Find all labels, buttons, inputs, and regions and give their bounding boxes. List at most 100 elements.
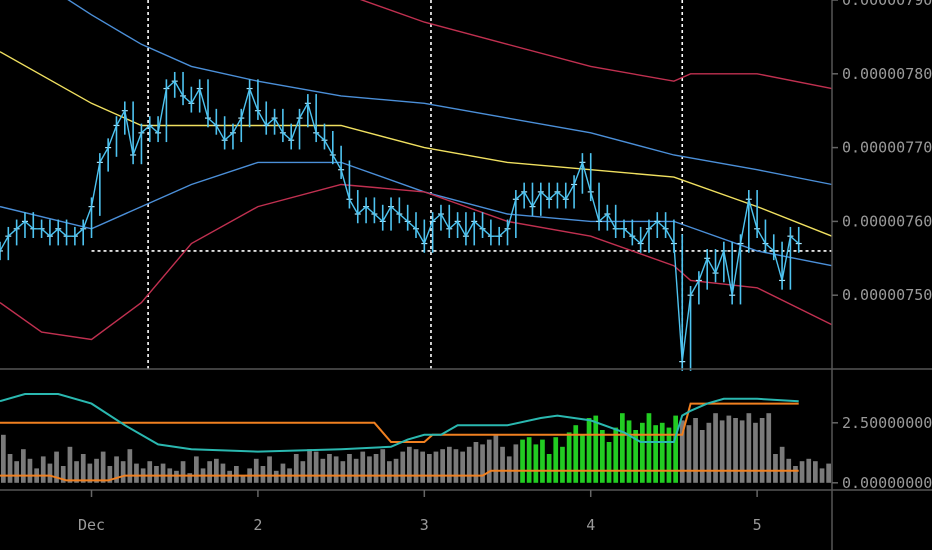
indicator-bar	[453, 449, 459, 483]
indicator-bar	[640, 422, 645, 483]
indicator-bar	[500, 446, 505, 483]
indicator-bar	[473, 442, 479, 483]
indicator-bar	[214, 458, 219, 483]
indicator-bar	[553, 437, 559, 483]
indicator-bar	[40, 456, 46, 483]
indicator-bar	[433, 451, 439, 483]
indicator-bar	[520, 439, 525, 483]
indicator-bar	[580, 434, 585, 483]
indicator-bar	[773, 454, 778, 483]
indicator-bar	[74, 461, 79, 483]
indicator-bar	[280, 463, 286, 483]
indicator-bar	[759, 418, 765, 483]
indicator-bar	[154, 466, 159, 483]
indicator-bar	[793, 466, 798, 483]
price-tick-label-4: 0.00000750	[842, 286, 932, 304]
indicator-bar	[234, 466, 239, 483]
indicator-bar	[699, 430, 705, 483]
indicator-lines	[0, 393, 799, 482]
indicator-bar	[573, 425, 579, 483]
indicator-bar	[160, 463, 166, 483]
indicator-bar	[626, 420, 632, 483]
indicator-bar	[533, 444, 539, 483]
indicator-bar	[14, 461, 19, 483]
indicator-bar	[54, 451, 59, 483]
indicator-bar	[240, 475, 246, 483]
indicator-bar	[506, 456, 512, 483]
indicator-bar	[360, 451, 366, 483]
indicator-bar	[826, 463, 831, 483]
indicator-bar	[60, 466, 66, 483]
indicator-bar	[466, 446, 472, 483]
indicator-bar	[107, 466, 113, 483]
indicator-bar	[739, 420, 745, 483]
indicator-bar	[313, 451, 319, 483]
time-tick-label-4: 5	[753, 516, 762, 534]
price-scale[interactable]: 0.00000790 0.00000780 0.00000770 0.00000760…	[832, 0, 932, 492]
indicator-bar	[400, 451, 406, 483]
indicator-bar	[174, 470, 179, 483]
price-panel	[0, 0, 833, 371]
indicator-bar	[806, 458, 812, 483]
indicator-bar	[460, 451, 465, 483]
indicator-bar	[333, 456, 339, 483]
indicator-bar	[540, 439, 545, 483]
indicator-bar	[320, 458, 326, 483]
indicator-bar	[327, 454, 332, 483]
indicator-bar	[653, 425, 658, 483]
indicator-bar	[513, 444, 519, 483]
indicator-bar	[613, 427, 619, 483]
indicator-line-2	[0, 393, 799, 453]
indicator-bar	[440, 449, 445, 483]
time-tick-label-3: 4	[586, 516, 595, 534]
indicator-bar	[480, 444, 485, 483]
indicator-bar	[293, 454, 299, 483]
indicator-bar	[47, 463, 53, 483]
indicator-bar	[307, 449, 312, 483]
indicator-bar	[646, 413, 652, 483]
price-tick-label-3: 0.00000760	[842, 212, 932, 230]
indicator-bar	[147, 461, 153, 483]
indicator-bar	[207, 461, 212, 483]
indicator-bar	[447, 446, 452, 483]
indicator-bar	[220, 463, 226, 483]
indicator-bar	[726, 415, 732, 483]
indicator-bar	[407, 446, 412, 483]
price-line	[0, 80, 800, 362]
indicator-bar	[227, 470, 232, 483]
indicator-bar	[353, 458, 359, 483]
indicator-bar	[753, 422, 758, 483]
indicator-bar	[387, 461, 392, 483]
indicator-bar	[819, 468, 825, 483]
indicator-bar	[373, 454, 379, 483]
time-tick-label-0: Dec	[78, 516, 105, 534]
indicator-bar	[67, 446, 73, 483]
indicator-bar	[420, 451, 425, 483]
indicator-bar	[180, 461, 186, 483]
indicator-tick-label-1: 0.00000000	[842, 474, 932, 492]
indicator-bar	[706, 422, 712, 483]
indicator-bar	[659, 422, 665, 483]
indicator-bar	[546, 454, 552, 483]
indicator-bar	[719, 420, 725, 483]
price-tick-label-1: 0.00000780	[842, 65, 932, 83]
time-scale[interactable]: Dec 2 3 4 5	[78, 490, 762, 534]
indicator-bar	[493, 434, 499, 483]
indicator-bar	[766, 413, 772, 483]
indicator-bar	[486, 439, 492, 483]
indicator-bar	[7, 454, 13, 483]
band-line-1	[67, 0, 833, 186]
indicator-bar	[526, 437, 532, 483]
indicator-bar	[679, 420, 685, 483]
indicator-bar	[1, 434, 6, 483]
indicator-bar	[134, 463, 139, 483]
indicator-line-1	[0, 469, 799, 482]
indicator-bar	[779, 446, 785, 483]
indicator-bar	[673, 415, 678, 483]
indicator-bar	[127, 449, 133, 483]
time-tick-label-2: 3	[420, 516, 429, 534]
indicator-bar	[80, 454, 86, 483]
band-line-4	[0, 183, 833, 341]
